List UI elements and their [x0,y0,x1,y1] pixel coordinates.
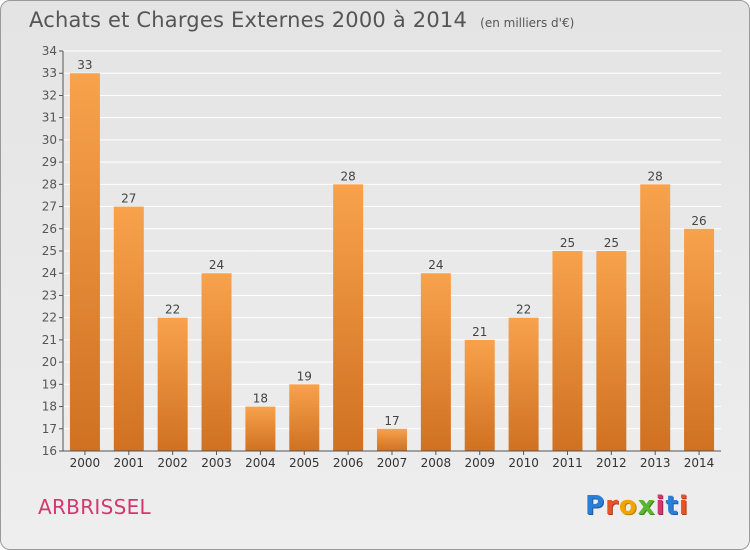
y-tick-label: 30 [42,133,57,147]
y-tick-label: 26 [42,222,57,236]
data-label: 21 [472,325,487,339]
bar-2003 [201,273,232,451]
y-tick-label: 16 [42,444,57,458]
axes [59,50,721,455]
data-label: 25 [560,236,575,250]
y-tick-label: 21 [42,333,57,347]
x-tick-label: 2012 [596,456,627,470]
x-tick-label: 2000 [70,456,101,470]
x-tick-label: 2005 [289,456,320,470]
data-label: 24 [428,258,443,272]
bar-2002 [157,317,188,451]
x-tick-label: 2008 [421,456,452,470]
y-tick-label: 33 [42,66,57,80]
data-label: 25 [604,236,619,250]
chart-title: Achats et Charges Externes 2000 à 2014 [29,8,468,32]
y-tick-label: 22 [42,311,57,325]
y-tick-label: 31 [42,111,57,125]
proxiti-logo[interactable]: Proxiti [585,491,689,521]
x-tick-label: 2001 [114,456,145,470]
bar-2005 [289,384,320,451]
logo-letter: i [678,491,689,521]
y-tick-label: 18 [42,400,57,414]
bar-2008 [420,273,451,451]
y-tick-label: 27 [42,200,57,214]
x-tick-label: 2002 [157,456,188,470]
x-tick-label: 2010 [508,456,539,470]
data-label: 26 [691,214,706,228]
logo-letter: t [665,491,679,521]
y-tick-label: 17 [42,422,57,436]
bar-2011 [552,251,583,451]
logo-letter: r [605,491,619,521]
y-tick-label: 32 [42,88,57,102]
y-tick-label: 34 [42,44,57,58]
y-tick-label: 25 [42,244,57,258]
bar-2013 [640,184,671,452]
chart-subtitle: (en milliers d'€) [480,16,575,30]
chart-title-block: Achats et Charges Externes 2000 à 2014 (… [29,8,574,32]
x-tick-label: 2013 [640,456,671,470]
data-label: 22 [165,303,180,317]
y-tick-label: 24 [42,266,57,280]
x-tick-label: 2006 [333,456,364,470]
bars [69,73,715,452]
y-tick-label: 29 [42,155,57,169]
labels: 16 17 18 19 20 21 22 23 24 25 26 27 28 29 30 31 32 33 34 20… [42,44,715,470]
y-tick-label: 28 [42,177,57,191]
x-tick-label: 2009 [464,456,495,470]
bar-2006 [333,184,364,452]
data-label: 28 [648,169,663,183]
x-tick-label: 2014 [684,456,715,470]
data-label: 17 [384,414,399,428]
data-label: 27 [121,192,136,206]
logo-letter: o [618,491,638,521]
bar-2009 [464,339,495,451]
bar-2012 [596,251,627,451]
data-label: 33 [77,58,92,72]
bar-2001 [113,206,144,451]
logo-letter: x [637,491,656,521]
y-tick-label: 23 [42,288,57,302]
data-label: 22 [516,303,531,317]
data-label: 28 [340,169,355,183]
bar-2000 [69,73,100,451]
town-name: ARBRISSEL [38,495,151,519]
data-label: 18 [253,392,268,406]
bar-2007 [377,428,407,451]
x-tick-label: 2004 [245,456,276,470]
data-label: 24 [209,258,224,272]
bar-2004 [245,406,276,451]
y-tick-label: 19 [42,377,57,391]
x-tick-label: 2003 [201,456,232,470]
logo-letter: i [655,491,666,521]
x-tick-label: 2007 [377,456,408,470]
y-tick-label: 20 [42,355,57,369]
bar-2010 [508,317,539,451]
data-label: 19 [297,369,312,383]
x-tick-label: 2011 [552,456,583,470]
bar-2014 [684,228,715,451]
logo-letter: P [585,491,606,521]
